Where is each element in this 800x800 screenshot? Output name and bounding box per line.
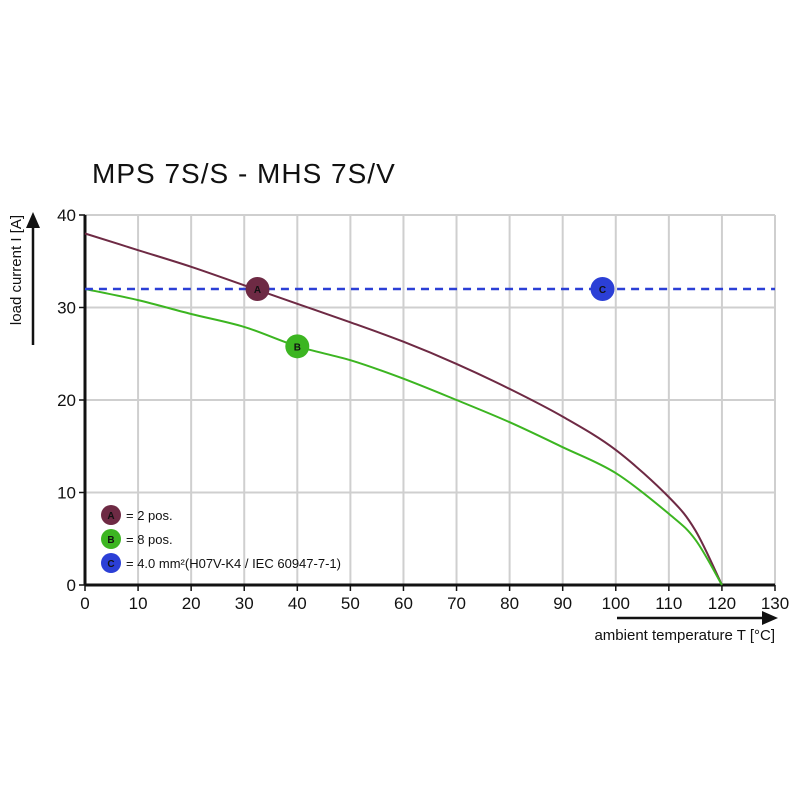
- marker-label: A: [254, 285, 261, 296]
- x-tick-label: 120: [708, 594, 736, 613]
- legend-swatch-b: [101, 529, 121, 549]
- legend-text: = 8 pos.: [126, 532, 173, 547]
- y-tick-label: 0: [67, 576, 76, 595]
- legend-swatch-a: [101, 505, 121, 525]
- y-tick-label: 30: [57, 299, 76, 318]
- x-tick-label: 30: [235, 594, 254, 613]
- marker-a: [245, 277, 270, 301]
- x-tick-label: 90: [553, 594, 572, 613]
- marker-c: [590, 277, 615, 301]
- legend-marker-label: C: [107, 559, 114, 570]
- series-line-a: [84, 232, 723, 586]
- x-tick-label: 130: [761, 594, 789, 613]
- x-tick-label: 10: [129, 594, 148, 613]
- x-tick-label: 110: [655, 594, 682, 613]
- chart-title: MPS 7S/S - MHS 7S/V: [92, 158, 396, 189]
- series-line-b: [84, 288, 723, 586]
- legend-swatch-c: [101, 553, 121, 573]
- x-tick-label: 80: [500, 594, 519, 613]
- x-tick-label: 40: [288, 594, 307, 613]
- legend-text: = 4.0 mm²(H07V-K4 / IEC 60947-7-1): [126, 556, 341, 571]
- marker-label: C: [599, 285, 606, 296]
- marker-b: [285, 334, 310, 359]
- y-axis-arrowhead: [26, 212, 40, 228]
- x-tick-label: 70: [447, 594, 466, 613]
- legend-text: = 2 pos.: [126, 508, 173, 523]
- y-axis-label: load current I [A]: [8, 215, 25, 325]
- marker-label: B: [294, 342, 301, 353]
- x-tick-label: 0: [80, 594, 89, 613]
- x-tick-label: 50: [341, 594, 360, 613]
- y-tick-label: 10: [57, 484, 76, 503]
- x-tick-label: 20: [182, 594, 201, 613]
- legend-marker-label: A: [107, 511, 114, 522]
- x-tick-label: 100: [602, 594, 630, 613]
- x-axis-label: ambient temperature T [°C]: [594, 627, 775, 644]
- legend-marker-label: B: [107, 535, 114, 546]
- y-tick-label: 40: [57, 206, 76, 225]
- x-tick-label: 60: [394, 594, 413, 613]
- y-tick-label: 20: [57, 391, 76, 410]
- x-axis-arrowhead: [762, 611, 778, 625]
